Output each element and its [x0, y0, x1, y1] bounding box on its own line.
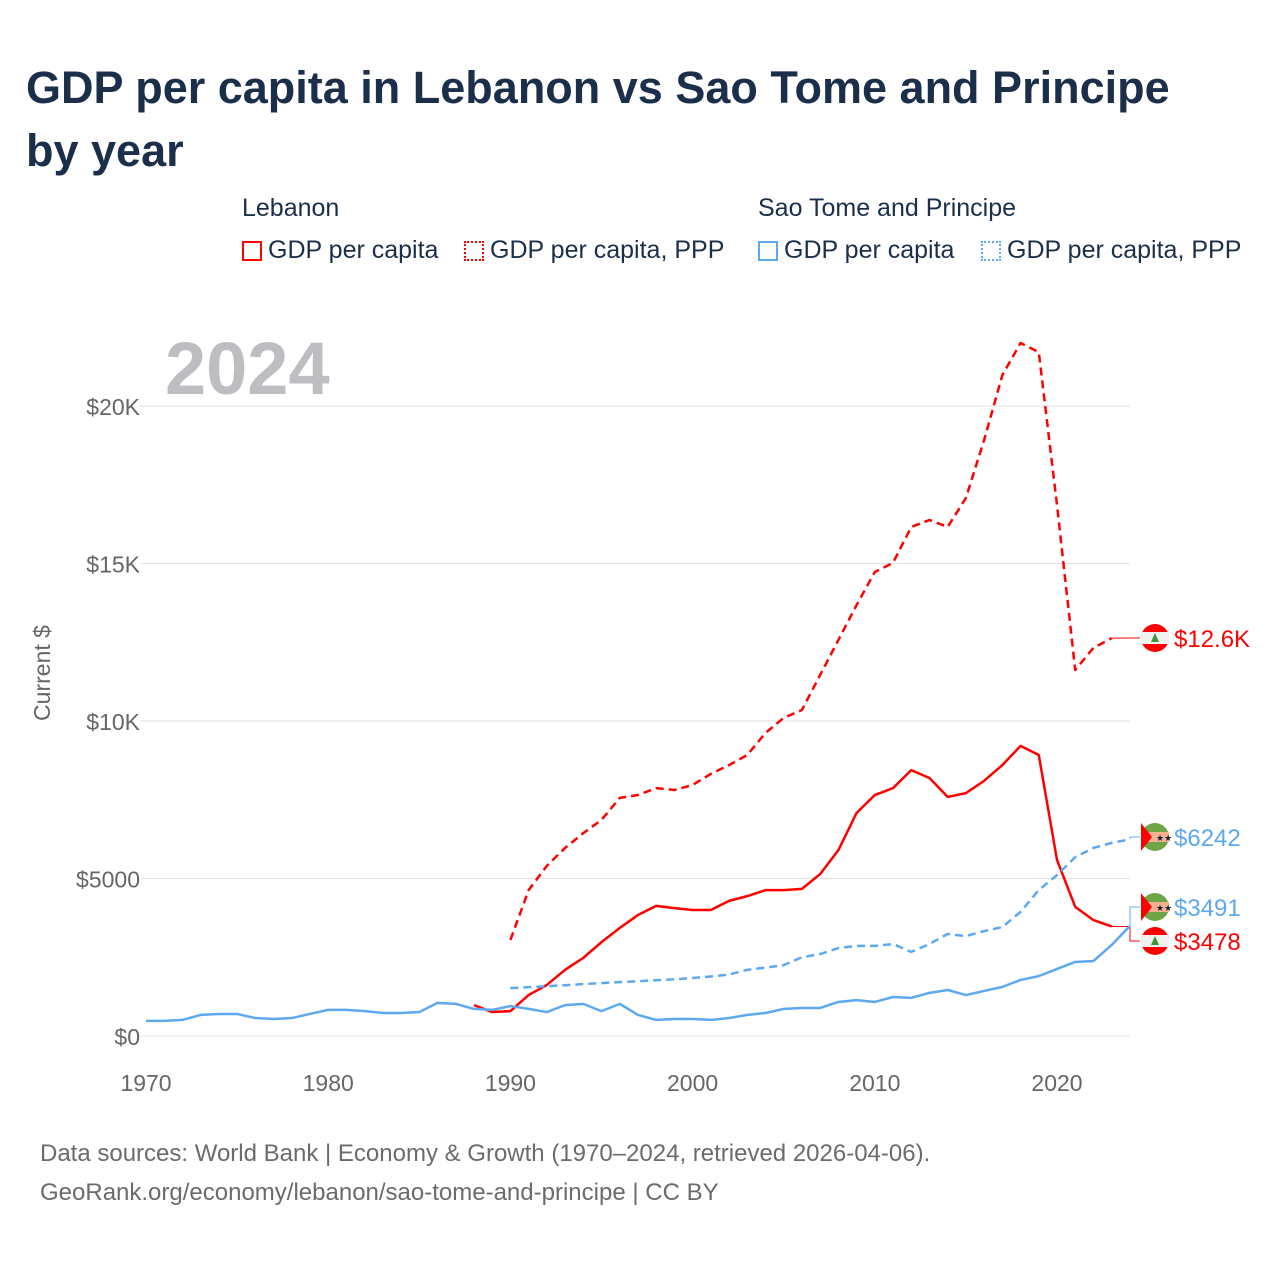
x-tick-label: 2010	[849, 1070, 900, 1096]
label-connector	[1111, 925, 1140, 942]
end-value-label: $3478	[1174, 929, 1241, 956]
stp-flag-triangle	[1141, 893, 1152, 921]
x-tick-label: 1980	[303, 1070, 354, 1096]
end-value-label: $12.6K	[1174, 626, 1250, 653]
legend-stp-ppp[interactable]: GDP per capita, PPP	[981, 236, 1241, 265]
label-connector	[1129, 836, 1140, 840]
end-value-label: $6242	[1174, 825, 1241, 852]
footer-sources: Data sources: World Bank | Economy & Gro…	[40, 1140, 931, 1167]
legend-group-stp: Sao Tome and Principe	[758, 194, 1017, 222]
series-line-0	[509, 341, 1113, 941]
legend-lebanon-ppp[interactable]: GDP per capita, PPP	[464, 236, 724, 265]
legend-group-lebanon: Lebanon	[242, 194, 340, 222]
stars-icon: ★★	[1156, 903, 1172, 913]
legend-swatch	[242, 241, 262, 261]
legend-stp-gdp[interactable]: GDP per capita	[758, 236, 954, 265]
stp-flag-triangle	[1141, 823, 1152, 851]
legend-label: GDP per capita	[784, 236, 955, 264]
y-tick-label: $10K	[86, 709, 140, 735]
series-line-1	[473, 744, 1113, 1014]
x-tick-label: 2020	[1031, 1070, 1082, 1096]
legend-lebanon-gdp[interactable]: GDP per capita	[242, 236, 438, 265]
y-axis-label: Current $	[29, 625, 55, 721]
label-connector	[1129, 906, 1140, 927]
y-tick-label: $15K	[86, 552, 140, 578]
legend-swatch	[981, 241, 1001, 261]
series-line-3	[146, 925, 1131, 1023]
stp-flag-band	[1141, 832, 1169, 842]
y-tick-label: $5000	[76, 867, 140, 893]
chart-title: GDP per capita in Lebanon vs Sao Tome an…	[26, 62, 1170, 176]
x-tick-label: 1970	[120, 1070, 171, 1096]
legend-label: GDP per capita	[268, 236, 439, 264]
stars-icon: ★★	[1156, 833, 1172, 843]
x-tick-label: 1990	[485, 1070, 536, 1096]
stp-flag-band	[1141, 902, 1169, 912]
cedar-icon	[1151, 633, 1159, 642]
y-tick-label: $0	[114, 1024, 140, 1050]
y-tick-label: $20K	[86, 394, 140, 420]
end-value-label: $3491	[1174, 895, 1241, 922]
footer-link[interactable]: GeoRank.org/economy/lebanon/sao-tome-and…	[40, 1179, 719, 1206]
legend-swatch	[758, 241, 778, 261]
year-watermark: 2024	[165, 327, 330, 410]
legend-label: GDP per capita, PPP	[490, 236, 725, 264]
legend-swatch	[464, 241, 484, 261]
legend-label: GDP per capita, PPP	[1007, 236, 1242, 264]
series-line-2	[510, 838, 1131, 990]
cedar-icon	[1151, 936, 1159, 945]
x-tick-label: 2000	[667, 1070, 718, 1096]
